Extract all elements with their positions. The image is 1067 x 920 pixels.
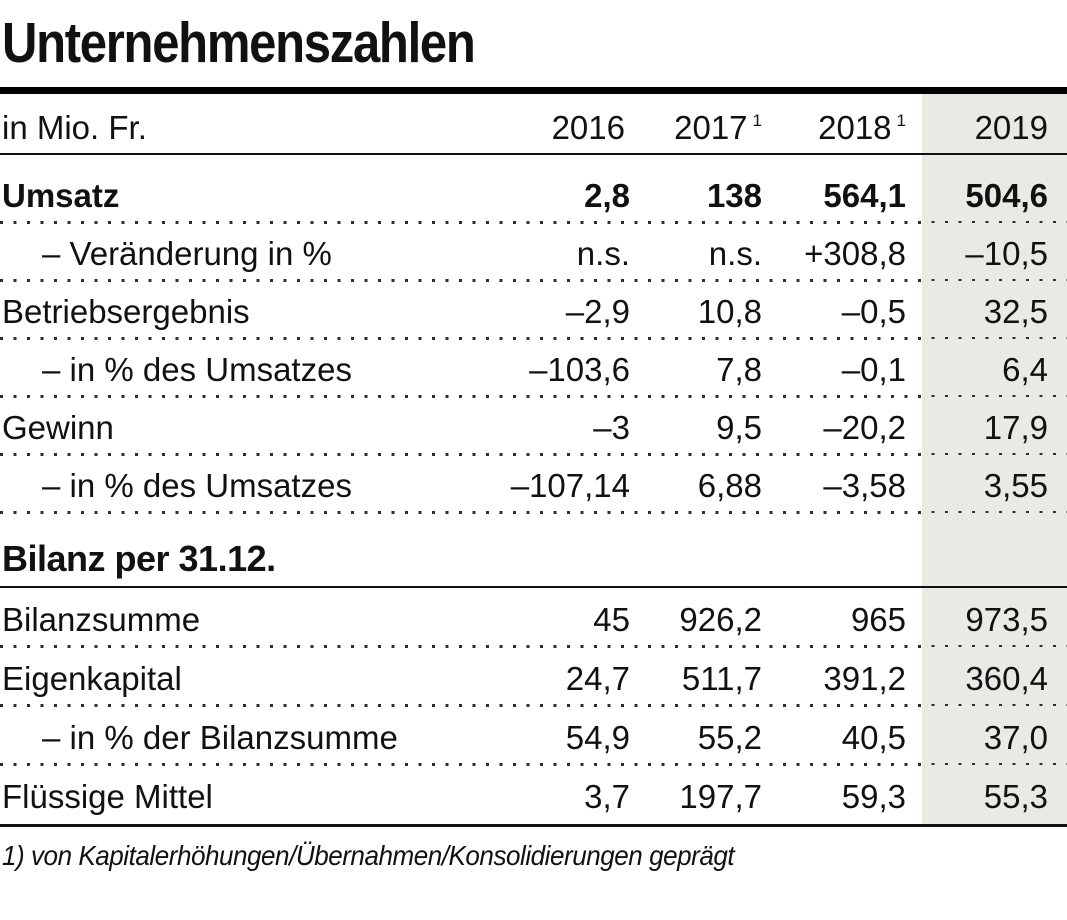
value-2018: 59,3 xyxy=(841,777,906,815)
year-label: 2019 xyxy=(974,108,1048,146)
value-2018: –20,2 xyxy=(823,408,906,446)
value-2016: n.s. xyxy=(576,234,630,272)
value-2017: 197,7 xyxy=(679,777,762,815)
column-header-2018: 2018 1 xyxy=(762,111,906,153)
value-2016: 54,9 xyxy=(565,718,630,756)
figures-table: in Mio. Fr. 2016 2017 1 2018 1 2019 Umsatz… xyxy=(0,93,1067,827)
company-figures-infographic: Unternehmenszahlen in Mio. Fr. 2016 2017… xyxy=(0,11,1067,920)
value-2017: 511,7 xyxy=(681,659,762,697)
value-2019: 3,55 xyxy=(922,454,1067,513)
value-2017: n.s. xyxy=(708,234,762,272)
row-label: – Veränderung in % xyxy=(42,234,332,272)
table-row-umsatz: Umsatz 2,8 138 564,1 504,6 xyxy=(0,154,1067,224)
row-label: – in % der Bilanzsumme xyxy=(42,718,398,756)
value-2016: –107,14 xyxy=(510,466,630,504)
table-row-gewinn-prozent: – in % des Umsatzes –107,14 6,88 –3,58 3… xyxy=(0,454,1067,514)
value-2018: 564,1 xyxy=(823,176,906,214)
row-label: – in % des Umsatzes xyxy=(42,466,352,504)
footnote-marker: 1 xyxy=(752,110,762,130)
value-2018: 40,5 xyxy=(841,718,906,756)
empty-cell xyxy=(762,575,906,586)
value-2019: 6,4 xyxy=(922,338,1067,397)
row-label: – in % des Umsatzes xyxy=(42,350,352,388)
value-2018: +308,8 xyxy=(804,234,906,272)
row-label: Betriebsergebnis xyxy=(2,292,250,330)
value-2017: 55,2 xyxy=(697,718,762,756)
row-label: Gewinn xyxy=(2,408,114,446)
unit-label: in Mio. Fr. xyxy=(2,108,147,146)
value-2019: –10,5 xyxy=(922,222,1067,281)
footnote: 1) von Kapitalerhöhungen/Übernahmen/Kons… xyxy=(2,839,735,871)
value-2019: 17,9 xyxy=(922,396,1067,455)
title-divider-rule xyxy=(0,86,1067,94)
table-row-fluessige-mittel: Flüssige Mittel 3,7 197,7 59,3 55,3 xyxy=(0,764,1067,824)
empty-cell xyxy=(922,512,1067,586)
year-label: 2017 xyxy=(674,108,748,146)
value-2018: 965 xyxy=(850,600,906,638)
column-header-2017: 2017 1 xyxy=(630,111,762,153)
value-2019: 973,5 xyxy=(922,587,1067,647)
value-2017: 7,8 xyxy=(716,350,762,388)
value-2019: 55,3 xyxy=(922,764,1067,824)
empty-cell xyxy=(500,575,630,586)
value-2016: 3,7 xyxy=(584,777,630,815)
year-label: 2016 xyxy=(551,108,625,146)
value-2016: 45 xyxy=(593,600,630,638)
value-2017: 926,2 xyxy=(679,600,762,638)
table-row-betriebsergebnis-prozent: – in % des Umsatzes –103,6 7,8 –0,1 6,4 xyxy=(0,338,1067,398)
empty-cell xyxy=(630,575,762,586)
section-title: Bilanz per 31.12. xyxy=(2,537,276,579)
table-row-bilanzsumme: Bilanzsumme 45 926,2 965 973,5 xyxy=(0,587,1067,648)
row-label: Umsatz xyxy=(2,176,120,214)
value-2016: –103,6 xyxy=(529,350,630,388)
value-2019: 504,6 xyxy=(922,154,1067,223)
value-2016: 2,8 xyxy=(584,176,630,214)
column-header-2016: 2016 xyxy=(500,111,630,153)
footnote-marker: 1 xyxy=(896,110,906,130)
table-row-gewinn: Gewinn –3 9,5 –20,2 17,9 xyxy=(0,396,1067,456)
column-gap xyxy=(906,144,922,153)
page-title: Unternehmenszahlen xyxy=(2,11,476,75)
year-label: 2018 xyxy=(818,108,892,146)
table-row-eigenkapital-prozent: – in % der Bilanzsumme 54,9 55,2 40,5 37… xyxy=(0,705,1067,766)
row-label: Eigenkapital xyxy=(2,659,182,697)
value-2018: –0,1 xyxy=(841,350,906,388)
value-2017: 6,88 xyxy=(697,466,762,504)
value-2018: 391,2 xyxy=(823,659,906,697)
row-label: Flüssige Mittel xyxy=(2,777,213,815)
value-2019: 32,5 xyxy=(922,280,1067,339)
value-2018: –0,5 xyxy=(841,292,906,330)
column-header-2019: 2019 xyxy=(922,93,1067,153)
value-2016: –2,9 xyxy=(565,292,630,330)
table-row-eigenkapital: Eigenkapital 24,7 511,7 391,2 360,4 xyxy=(0,646,1067,707)
value-2018: –3,58 xyxy=(823,466,906,504)
row-label: Bilanzsumme xyxy=(2,600,201,638)
table-header-row: in Mio. Fr. 2016 2017 1 2018 1 2019 xyxy=(0,93,1067,155)
value-2016: –3 xyxy=(593,408,630,446)
section-header-bilanz: Bilanz per 31.12. xyxy=(0,512,1067,588)
table-row-veraenderung: – Veränderung in % n.s. n.s. +308,8 –10,… xyxy=(0,222,1067,282)
table-row-betriebsergebnis: Betriebsergebnis –2,9 10,8 –0,5 32,5 xyxy=(0,280,1067,340)
value-2019: 37,0 xyxy=(922,705,1067,765)
value-2019: 360,4 xyxy=(922,646,1067,706)
value-2017: 138 xyxy=(706,176,762,214)
value-2017: 9,5 xyxy=(716,408,762,446)
value-2016: 24,7 xyxy=(565,659,630,697)
value-2017: 10,8 xyxy=(697,292,762,330)
